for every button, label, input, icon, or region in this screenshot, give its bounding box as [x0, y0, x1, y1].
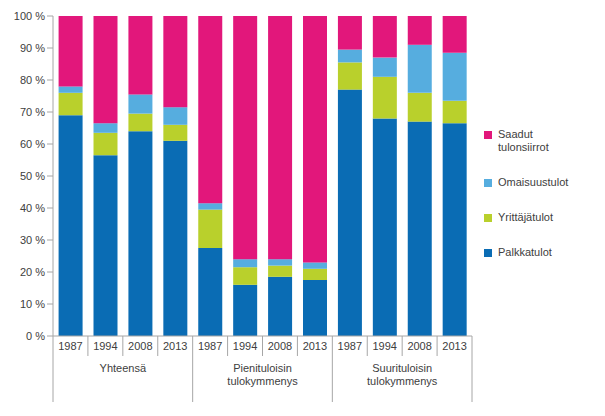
html-text:Palkkatulot: Palkkatulot: [498, 246, 552, 258]
svg-text:1987: 1987: [58, 340, 82, 352]
svg-text:30 %: 30 %: [20, 234, 45, 246]
svg-text:Yhteensä: Yhteensä: [100, 362, 147, 374]
svg-text:2008: 2008: [128, 340, 152, 352]
svg-text:20 %: 20 %: [20, 266, 45, 278]
svg-text:70 %: 70 %: [20, 106, 45, 118]
svg-text:90 %: 90 %: [20, 42, 45, 54]
svg-text:2008: 2008: [407, 340, 431, 352]
svg-text:0 %: 0 %: [26, 330, 45, 342]
svg-text:2013: 2013: [303, 340, 327, 352]
html-text:Saadut tulonsiirrot: Saadut tulonsiirrot: [498, 128, 549, 153]
svg-text:1994: 1994: [233, 340, 257, 352]
html-text:Yrittäjätulot: Yrittäjätulot: [498, 211, 553, 223]
svg-text:40 %: 40 %: [20, 202, 45, 214]
svg-text:1987: 1987: [198, 340, 222, 352]
svg-text:2013: 2013: [163, 340, 187, 352]
svg-text:1994: 1994: [372, 340, 396, 352]
svg-text:2013: 2013: [442, 340, 466, 352]
svg-text:80 %: 80 %: [20, 74, 45, 86]
svg-text:1994: 1994: [93, 340, 117, 352]
svg-text:Suurituloisintulokymmenys: Suurituloisintulokymmenys: [367, 362, 438, 387]
svg-text:2008: 2008: [268, 340, 292, 352]
svg-text:1987: 1987: [338, 340, 362, 352]
svg-text:Pienituloisintulokymmenys: Pienituloisintulokymmenys: [227, 362, 298, 387]
svg-text:50 %: 50 %: [20, 170, 45, 182]
svg-text:60 %: 60 %: [20, 138, 45, 150]
svg-text:10 %: 10 %: [20, 298, 45, 310]
html-text:Omaisuustulot: Omaisuustulot: [498, 176, 569, 188]
svg-text:100 %: 100 %: [14, 10, 45, 22]
